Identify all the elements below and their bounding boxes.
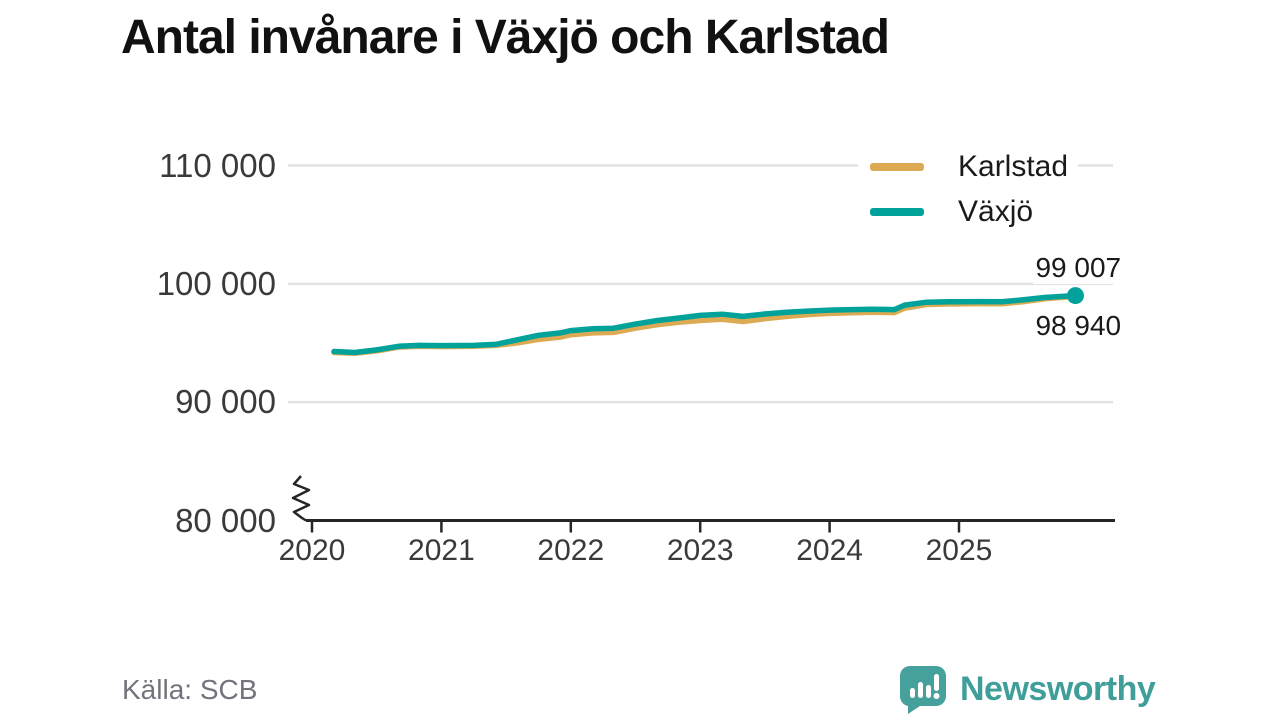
- y-tick-label: 80 000: [175, 501, 276, 539]
- x-tick-label: 2023: [666, 534, 734, 567]
- legend-item-karlstad: Karlstad: [858, 148, 1079, 186]
- chart-title: Antal invånare i Växjö och Karlstad: [121, 11, 890, 64]
- vxj-line: [331, 292, 1079, 356]
- latest-value-dot: [1066, 287, 1084, 305]
- y-axis-break-zigzag: [291, 475, 311, 522]
- source-attribution: Källa: SCB: [122, 674, 258, 705]
- y-tick-label: 100 000: [156, 264, 276, 302]
- vaxjo-end-value-label: 99 007: [1033, 251, 1124, 284]
- legend-item-vaxjo: Växjö: [858, 193, 1079, 231]
- newsworthy-brand: Newsworthy: [898, 664, 1156, 714]
- karlstad-line-swatch: [870, 163, 924, 171]
- newsworthy-wordmark: Newsworthy: [960, 669, 1156, 708]
- chart-legend: Karlstad Växjö: [858, 148, 1079, 238]
- legend-label-karlstad: Karlstad: [958, 150, 1069, 183]
- x-tick-label: 2020: [278, 534, 346, 567]
- karlstad-end-value-label: 98 940: [1033, 310, 1124, 343]
- newsworthy-logo-icon: [899, 666, 946, 714]
- x-tick-label: 2025: [925, 534, 993, 567]
- x-tick-label: 2022: [537, 534, 605, 567]
- x-tick-label: 2024: [796, 534, 863, 567]
- x-tick-label: 2021: [408, 534, 475, 567]
- vaxjo-line-swatch: [870, 208, 924, 216]
- legend-label-vaxjo: Växjö: [958, 195, 1034, 228]
- y-tick-label: 90 000: [175, 383, 276, 421]
- y-tick-label: 110 000: [159, 146, 276, 184]
